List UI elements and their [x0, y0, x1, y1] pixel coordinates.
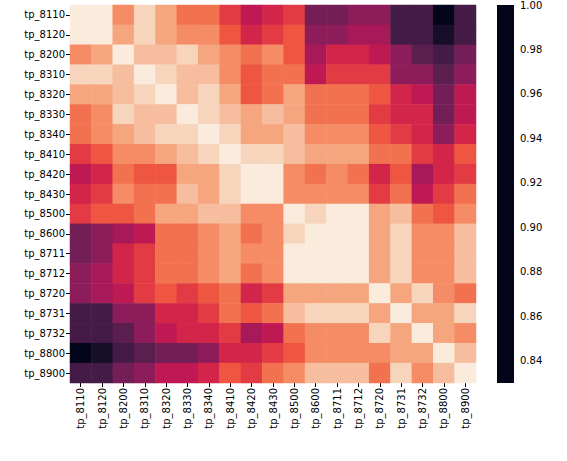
- svg-text:tp_8200: tp_8200: [118, 388, 130, 429]
- svg-text:tp_8800: tp_8800: [24, 348, 65, 360]
- svg-text:tp_8720: tp_8720: [24, 288, 65, 300]
- svg-text:tp_8430: tp_8430: [268, 388, 280, 429]
- svg-text:tp_8900: tp_8900: [460, 388, 472, 429]
- svg-text:tp_8712: tp_8712: [353, 388, 365, 429]
- svg-text:tp_8340: tp_8340: [203, 388, 215, 429]
- svg-text:tp_8600: tp_8600: [24, 228, 65, 240]
- svg-text:tp_8320: tp_8320: [24, 89, 65, 101]
- svg-text:0.94: 0.94: [520, 133, 542, 144]
- svg-text:tp_8731: tp_8731: [396, 388, 408, 429]
- svg-text:tp_8330: tp_8330: [24, 109, 65, 121]
- svg-text:tp_8110: tp_8110: [75, 388, 87, 429]
- svg-text:0.84: 0.84: [520, 355, 542, 366]
- svg-text:tp_8310: tp_8310: [24, 69, 65, 81]
- svg-text:tp_8731: tp_8731: [24, 308, 65, 320]
- svg-text:tp_8500: tp_8500: [289, 388, 301, 429]
- svg-text:tp_8600: tp_8600: [310, 388, 322, 429]
- svg-text:tp_8711: tp_8711: [332, 388, 344, 429]
- svg-text:1.00: 1.00: [520, 0, 542, 11]
- svg-text:tp_8410: tp_8410: [24, 149, 65, 161]
- svg-text:tp_8420: tp_8420: [24, 169, 65, 181]
- svg-text:tp_8330: tp_8330: [182, 388, 194, 429]
- svg-text:tp_8732: tp_8732: [24, 328, 65, 340]
- svg-text:tp_8720: tp_8720: [374, 388, 386, 429]
- svg-text:tp_8800: tp_8800: [438, 388, 450, 429]
- svg-text:tp_8340: tp_8340: [24, 129, 65, 141]
- svg-text:tp_8711: tp_8711: [24, 248, 65, 260]
- svg-text:0.90: 0.90: [520, 222, 542, 233]
- svg-text:tp_8320: tp_8320: [161, 388, 173, 429]
- svg-text:0.96: 0.96: [520, 88, 542, 99]
- svg-text:tp_8500: tp_8500: [24, 208, 65, 220]
- svg-text:tp_8712: tp_8712: [24, 268, 65, 280]
- svg-text:tp_8120: tp_8120: [24, 29, 65, 41]
- svg-text:tp_8110: tp_8110: [24, 9, 65, 21]
- svg-text:tp_8310: tp_8310: [139, 388, 151, 429]
- svg-text:tp_8120: tp_8120: [97, 388, 109, 429]
- svg-text:tp_8732: tp_8732: [417, 388, 429, 429]
- svg-text:0.86: 0.86: [520, 311, 542, 322]
- svg-text:tp_8430: tp_8430: [24, 189, 65, 201]
- svg-text:0.92: 0.92: [520, 177, 542, 188]
- svg-text:tp_8410: tp_8410: [225, 388, 237, 429]
- svg-text:0.98: 0.98: [520, 44, 542, 55]
- svg-text:tp_8900: tp_8900: [24, 368, 65, 380]
- svg-text:0.88: 0.88: [520, 266, 542, 277]
- svg-text:tp_8420: tp_8420: [246, 388, 258, 429]
- svg-text:tp_8200: tp_8200: [24, 49, 65, 61]
